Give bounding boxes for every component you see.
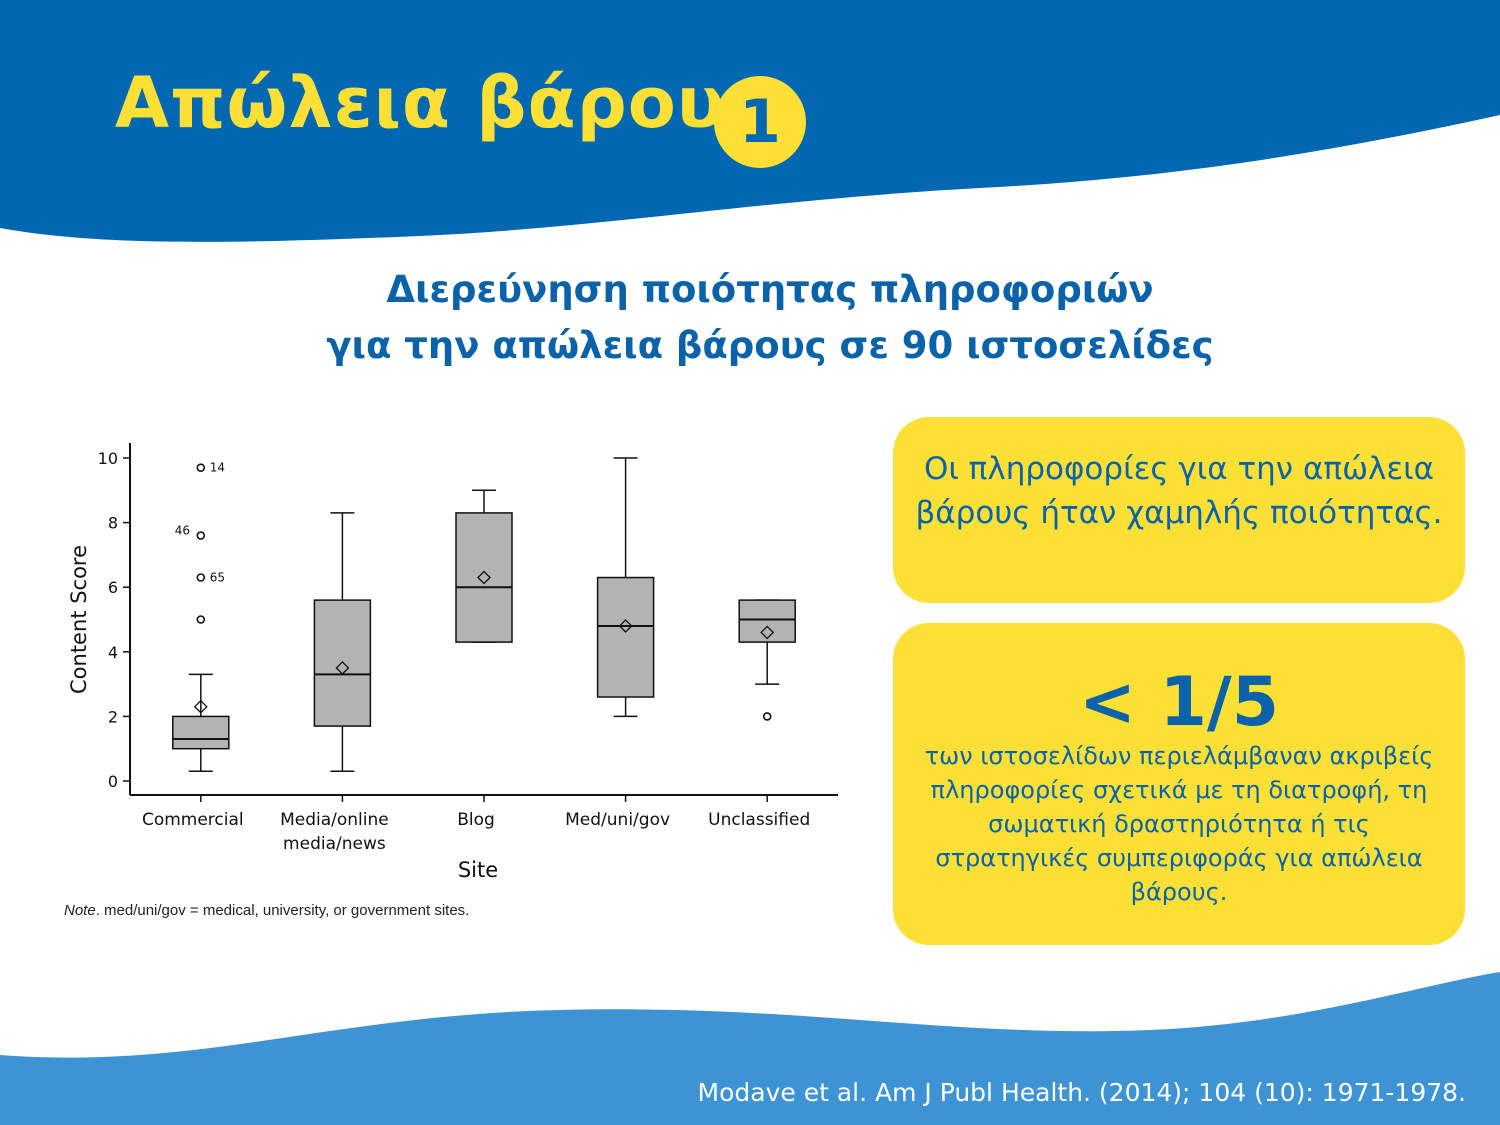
x-tick-label: Commercial <box>142 810 244 830</box>
y-tick-label: 6 <box>108 578 118 597</box>
x-tick-label: Med/uni/gov <box>565 810 670 830</box>
citation: Modave et al. Am J Publ Health. (2014); … <box>697 1078 1466 1107</box>
finding-quality-text: Οι πληροφορίες για την απώλεια βάρους ήτ… <box>915 451 1443 531</box>
finding-card-quality: Οι πληροφορίες για την απώλεια βάρους ήτ… <box>893 417 1465 603</box>
box-iqr <box>172 715 230 750</box>
outlier-point <box>196 615 206 624</box>
box-iqr <box>455 512 513 643</box>
outlier-label: 65 <box>210 571 225 585</box>
x-tick-label: Media/online <box>280 810 389 830</box>
note-text: . med/uni/gov = medical, university, or … <box>95 902 470 919</box>
x-tick-label: Blog <box>457 810 495 830</box>
y-tick-label: 8 <box>108 514 118 533</box>
box-iqr <box>738 599 796 643</box>
y-tick-label: 2 <box>108 707 118 726</box>
number-badge: 1 <box>714 76 806 168</box>
note-label: Note <box>64 902 96 919</box>
x-tick-label: Unclassified <box>708 810 810 830</box>
mean-marker <box>760 625 775 640</box>
mean-marker <box>193 699 208 714</box>
mean-marker <box>618 619 633 633</box>
y-axis-label: Content Score <box>67 545 91 694</box>
y-tick-label: 10 <box>98 449 118 468</box>
subtitle-line-1: Διερεύνηση ποιότητας πληροφοριών <box>386 268 1154 311</box>
outlier-point <box>196 531 206 540</box>
outlier-label: 14 <box>210 461 225 475</box>
page-title: Απώλεια βάρους <box>115 62 768 144</box>
y-tick-label: 4 <box>108 643 118 662</box>
chart-note: Note. med/uni/gov = medical, university,… <box>64 902 469 919</box>
outlier-point <box>762 712 772 721</box>
box-iqr <box>596 576 655 698</box>
x-axis-label: Site <box>458 858 498 882</box>
finding-card-accuracy: < 1/5 των ιστοσελίδων περιελάμβαναν ακρι… <box>893 623 1465 945</box>
x-tick-label: media/news <box>283 834 386 854</box>
box-iqr <box>313 599 372 727</box>
outlier-point <box>196 573 206 582</box>
outlier-label: 46 <box>175 524 190 538</box>
accuracy-stat: < 1/5 <box>1078 663 1280 742</box>
y-tick-label: 0 <box>108 772 118 791</box>
mean-marker <box>477 570 491 585</box>
outlier-point <box>196 463 206 472</box>
footer-wave <box>0 972 1500 1125</box>
mean-marker <box>335 661 350 675</box>
subtitle-line-2: για την απώλεια βάρους σε 90 ιστοσελίδες <box>326 324 1214 367</box>
finding-accuracy-text: των ιστοσελίδων περιελάμβαναν ακριβείς π… <box>924 742 1434 906</box>
